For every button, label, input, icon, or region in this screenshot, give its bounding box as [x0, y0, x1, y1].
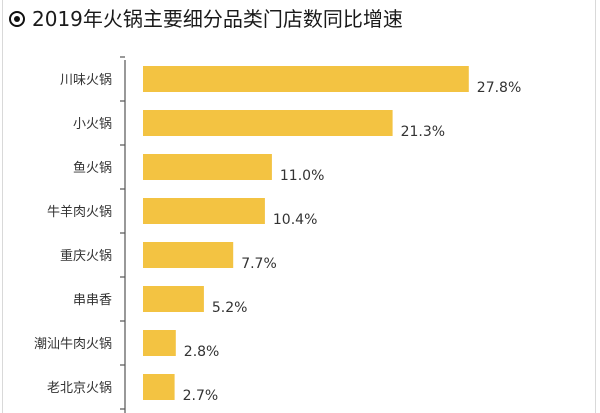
value-label-2: 11.0%	[280, 168, 324, 184]
value-label-0: 27.8%	[477, 80, 521, 96]
bar-3	[143, 198, 265, 224]
bar-0	[143, 66, 469, 92]
bar-6	[143, 330, 176, 356]
value-label-4: 7.7%	[241, 256, 277, 272]
bar-7	[143, 374, 175, 400]
chart-title-row: 2019年火锅主要细分品类门店数同比增速	[9, 5, 403, 33]
category-label-0: 川味火锅	[60, 72, 112, 88]
category-label-7: 老北京火锅	[47, 380, 112, 396]
value-label-7: 2.7%	[183, 388, 219, 404]
value-label-5: 5.2%	[212, 300, 248, 316]
category-label-3: 牛羊肉火锅	[47, 204, 112, 220]
chart-title: 2019年火锅主要细分品类门店数同比增速	[32, 7, 403, 31]
bar-1	[143, 110, 393, 136]
category-label-2: 鱼火锅	[73, 160, 112, 176]
category-label-5: 串串香	[73, 293, 112, 308]
bar-4	[143, 242, 234, 268]
value-label-6: 2.8%	[184, 344, 220, 360]
category-label-6: 潮汕牛肉火锅	[34, 336, 112, 352]
bar-5	[143, 286, 204, 312]
category-label-4: 重庆火锅	[60, 248, 112, 264]
bullet-circle-icon	[9, 11, 25, 27]
bar-2	[143, 154, 272, 180]
category-label-1: 小火锅	[73, 116, 112, 132]
value-label-1: 21.3%	[401, 124, 445, 140]
value-label-3: 10.4%	[273, 212, 317, 228]
